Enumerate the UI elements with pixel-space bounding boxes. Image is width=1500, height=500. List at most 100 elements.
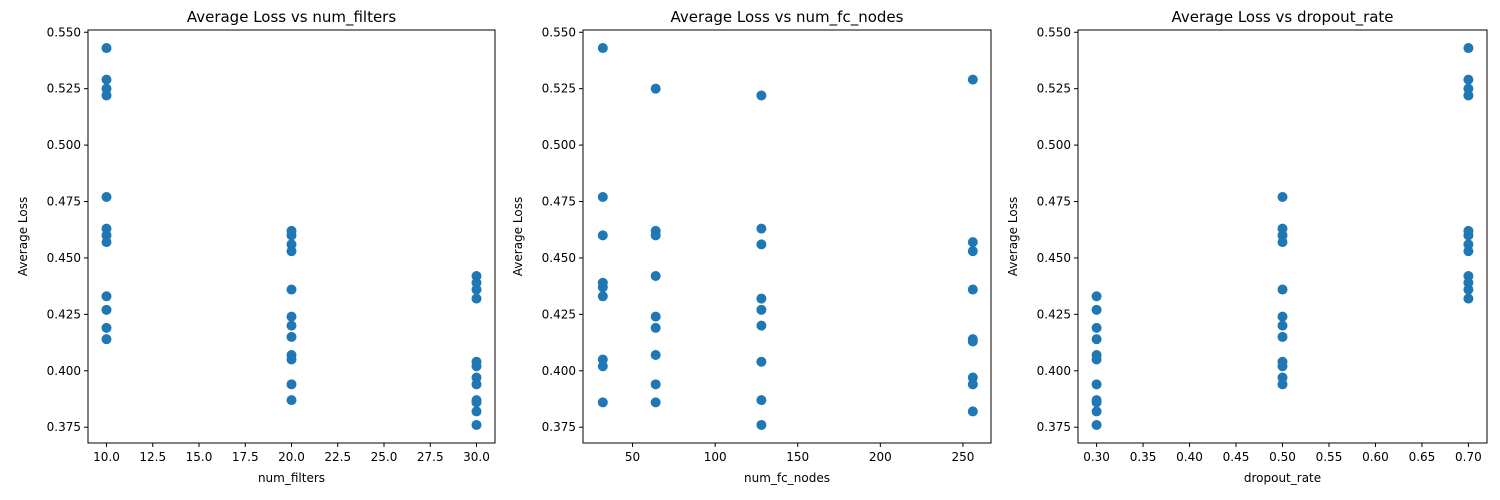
y-tick-label: 0.525 <box>1037 82 1071 96</box>
data-point <box>101 90 112 101</box>
plot-frame <box>582 29 992 444</box>
scatter-points <box>1091 43 1474 430</box>
y-tick-label: 0.550 <box>1037 25 1071 39</box>
chart-title: Average Loss vs num_fc_nodes <box>671 8 904 27</box>
data-point <box>597 43 608 54</box>
y-axis-label: Average Loss <box>16 197 30 276</box>
data-point <box>101 304 112 315</box>
x-tick-label: 0.30 <box>1083 450 1110 464</box>
data-point <box>101 74 112 85</box>
x-tick-label: 100 <box>704 450 727 464</box>
x-tick-label: 0.70 <box>1455 450 1482 464</box>
data-point <box>756 419 767 430</box>
data-point <box>101 291 112 302</box>
data-point <box>1463 230 1474 241</box>
y-tick-label: 0.375 <box>47 420 81 434</box>
data-point <box>650 379 661 390</box>
data-point <box>1277 379 1288 390</box>
y-tick-label: 0.375 <box>542 420 576 434</box>
scatter-points <box>597 43 978 430</box>
data-point <box>650 349 661 360</box>
scatter-points <box>101 43 482 430</box>
data-point <box>101 237 112 248</box>
x-tick-label: 17.5 <box>232 450 259 464</box>
data-point <box>756 395 767 406</box>
data-point <box>1091 379 1102 390</box>
data-point <box>756 320 767 331</box>
data-point <box>286 395 297 406</box>
y-tick-label: 0.400 <box>47 364 81 378</box>
data-point <box>650 270 661 281</box>
data-point <box>1277 320 1288 331</box>
data-point <box>650 322 661 333</box>
y-tick-label: 0.525 <box>47 82 81 96</box>
data-point <box>471 379 482 390</box>
x-tick-label: 0.55 <box>1316 450 1343 464</box>
data-point <box>597 361 608 372</box>
x-tick-label: 20.0 <box>278 450 305 464</box>
data-point <box>471 284 482 295</box>
data-point <box>756 293 767 304</box>
x-tick-label: 0.50 <box>1269 450 1296 464</box>
x-tick-label: 30.0 <box>463 450 490 464</box>
data-point <box>1091 419 1102 430</box>
y-tick-label: 0.400 <box>1037 364 1071 378</box>
x-tick-label: 0.65 <box>1409 450 1436 464</box>
y-tick-label: 0.450 <box>47 251 81 265</box>
y-tick-label: 0.475 <box>542 195 576 209</box>
x-tick-label: 22.5 <box>324 450 351 464</box>
y-tick-label: 0.525 <box>542 82 576 96</box>
data-point <box>286 284 297 295</box>
data-point <box>471 361 482 372</box>
data-point <box>967 379 978 390</box>
x-tick-label: 150 <box>786 450 809 464</box>
data-point <box>471 406 482 417</box>
data-point <box>1091 304 1102 315</box>
data-point <box>286 230 297 241</box>
chart-title: Average Loss vs num_filters <box>187 8 397 27</box>
x-axis-label: num_filters <box>258 471 325 485</box>
y-tick-label: 0.500 <box>1037 138 1071 152</box>
y-tick-label: 0.425 <box>542 307 576 321</box>
data-point <box>286 331 297 342</box>
data-point <box>650 230 661 241</box>
data-point <box>967 284 978 295</box>
x-tick-label: 15.0 <box>186 450 213 464</box>
data-point <box>1277 284 1288 295</box>
y-tick-label: 0.475 <box>47 195 81 209</box>
data-point <box>101 322 112 333</box>
data-point <box>597 230 608 241</box>
y-tick-label: 0.550 <box>542 25 576 39</box>
data-point <box>101 43 112 54</box>
data-point <box>597 397 608 408</box>
data-point <box>597 282 608 293</box>
data-point <box>1463 284 1474 295</box>
data-point <box>471 293 482 304</box>
y-tick-label: 0.425 <box>47 307 81 321</box>
data-point <box>967 246 978 257</box>
y-tick-label: 0.400 <box>542 364 576 378</box>
data-point <box>286 311 297 322</box>
data-point <box>1463 90 1474 101</box>
data-point <box>967 406 978 417</box>
data-point <box>1463 293 1474 304</box>
subplot-3: Average Loss vs dropout_rate 0.30 0.35 0.40… <box>1006 8 1488 485</box>
y-tick-label: 0.500 <box>47 138 81 152</box>
data-point <box>967 74 978 85</box>
y-axis-label: Average Loss <box>511 197 525 276</box>
data-point <box>756 90 767 101</box>
data-point <box>101 334 112 345</box>
data-point <box>967 237 978 248</box>
data-point <box>650 83 661 94</box>
data-point <box>471 397 482 408</box>
y-tick-label: 0.425 <box>1037 307 1071 321</box>
x-tick-label: 10.0 <box>93 450 120 464</box>
subplot-1: Average Loss vs num_filters 10.0 12.5 15.0 1… <box>16 8 496 485</box>
data-point <box>597 192 608 203</box>
data-point <box>286 320 297 331</box>
y-tick-label: 0.450 <box>1037 251 1071 265</box>
x-axis-label: dropout_rate <box>1244 471 1321 485</box>
y-tick-label: 0.450 <box>542 251 576 265</box>
data-point <box>1277 311 1288 322</box>
